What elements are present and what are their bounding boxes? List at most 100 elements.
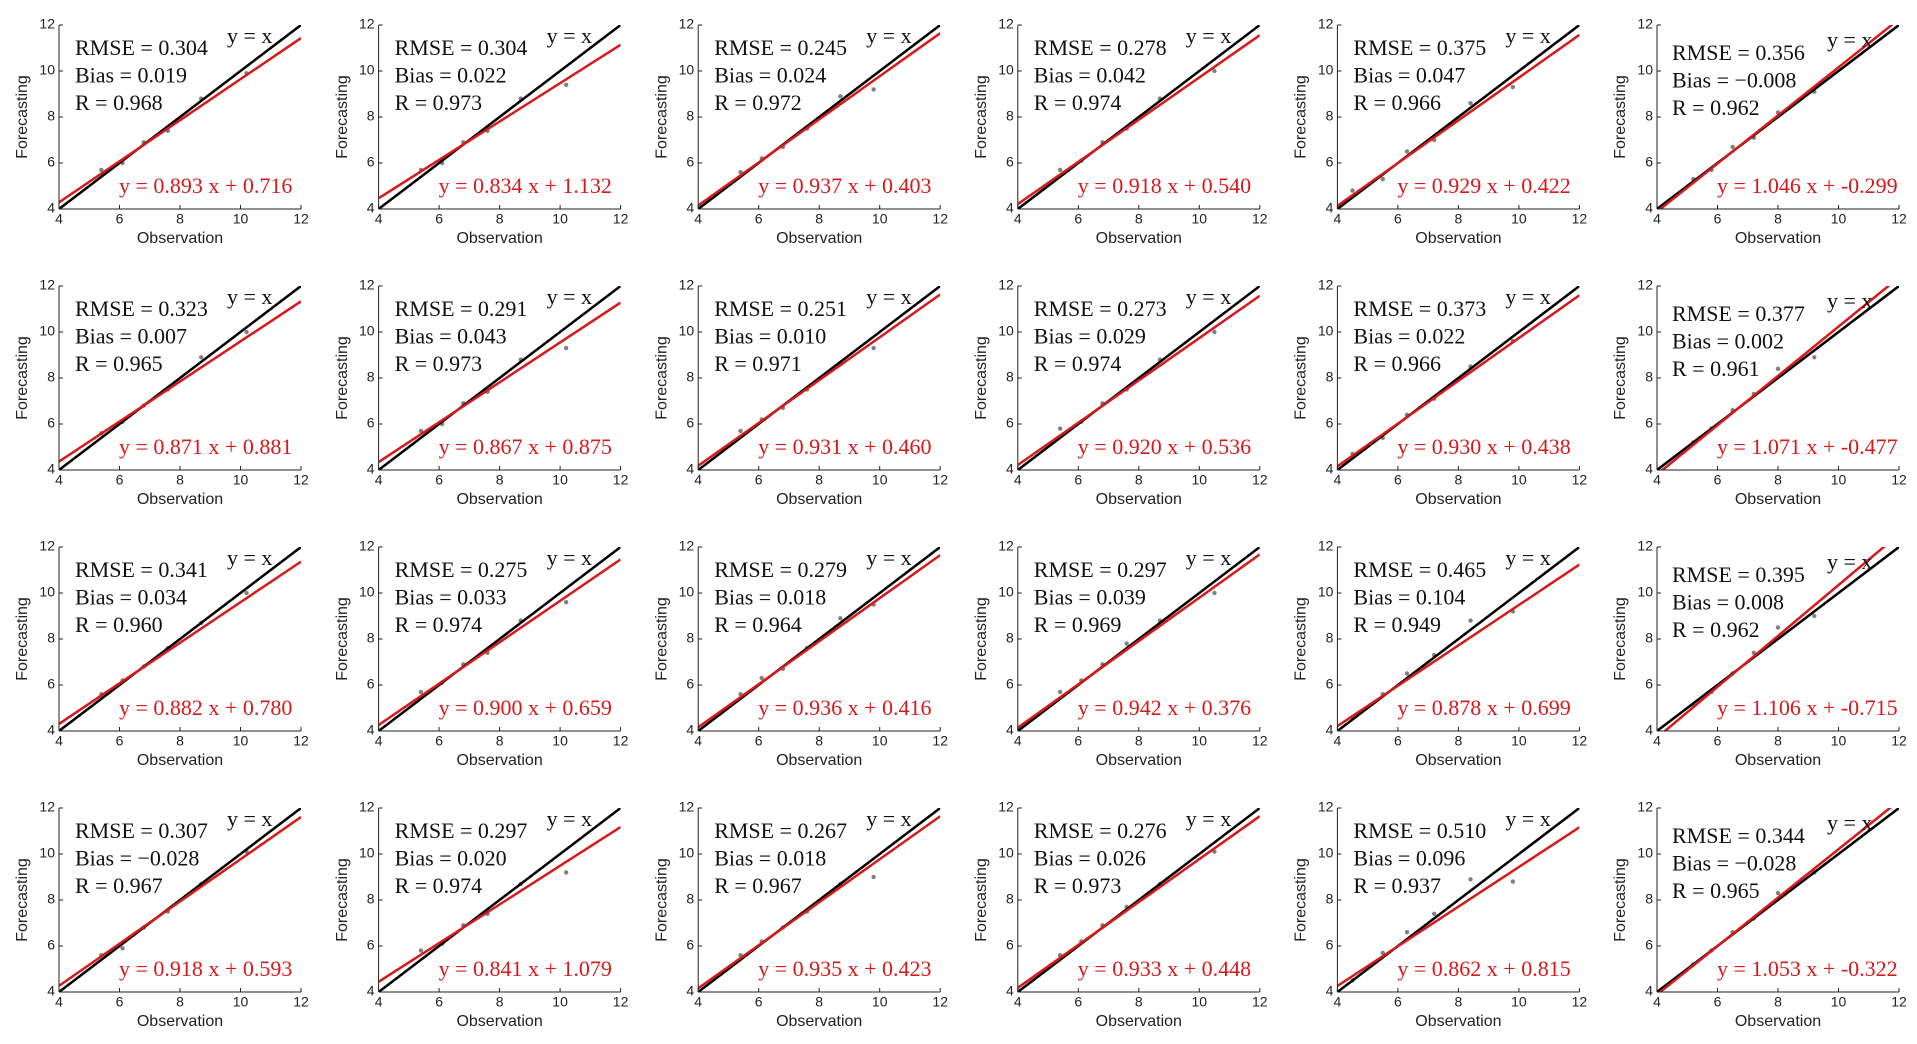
x-tick-label: 4 [55, 472, 63, 488]
fit-line [1660, 286, 1891, 470]
x-axis-label: Observation [1096, 491, 1182, 508]
x-axis-label: Observation [456, 752, 542, 769]
x-tick-label: 4 [1014, 472, 1022, 488]
x-tick-label: 8 [1135, 733, 1143, 749]
y-axis-label: Forecasting [1293, 597, 1310, 681]
scatter-point [838, 94, 843, 99]
y-tick-label: 10 [998, 323, 1014, 339]
identity-label: y = x [1186, 23, 1231, 48]
stat-annotation: Bias = 0.007 [75, 324, 187, 349]
y-tick-label: 10 [679, 62, 695, 78]
y-tick-label: 4 [1006, 722, 1014, 738]
y-tick-label: 8 [367, 369, 375, 385]
x-tick-label: 12 [1572, 733, 1588, 749]
scatter-point [1468, 101, 1473, 106]
y-tick-label: 6 [367, 415, 375, 431]
fit-line [1658, 808, 1892, 992]
stat-annotation: RMSE = 0.307 [75, 818, 208, 843]
x-tick-label: 6 [435, 211, 443, 227]
fit-label: y = 0.841 x + 1.079 [439, 956, 612, 981]
subplot: 4 6 8 10 12 4 6 8 10 12 Observation Forecasting RMSE… [14, 538, 309, 770]
stat-annotation: R = 0.966 [1353, 90, 1441, 115]
y-tick-label: 10 [359, 62, 375, 78]
stat-annotation: RMSE = 0.267 [714, 818, 847, 843]
x-tick-label: 8 [1135, 994, 1143, 1010]
plot-area [698, 286, 941, 470]
x-axis-label: Observation [776, 1013, 862, 1030]
y-tick-label: 4 [1326, 722, 1334, 738]
fit-label: y = 0.862 x + 0.815 [1397, 956, 1570, 981]
x-tick-label: 4 [375, 472, 383, 488]
scatter-point [99, 167, 104, 173]
x-axis-label: Observation [1096, 752, 1182, 769]
x-tick-label: 4 [1653, 472, 1661, 488]
x-tick-label: 4 [1653, 211, 1661, 227]
identity-line [378, 547, 621, 731]
stat-annotation: RMSE = 0.273 [1034, 296, 1167, 321]
stat-annotation: R = 0.968 [75, 90, 163, 115]
y-tick-label: 8 [1006, 891, 1014, 907]
x-tick-label: 4 [375, 733, 383, 749]
identity-label: y = x [1505, 284, 1550, 309]
y-tick-label: 8 [1645, 630, 1653, 646]
plot-area [1657, 286, 1899, 470]
x-tick-label: 4 [1014, 733, 1022, 749]
stat-annotation: RMSE = 0.341 [75, 557, 208, 582]
y-tick-label: 10 [998, 62, 1014, 78]
scatter-point [1812, 355, 1817, 360]
y-tick-label: 4 [47, 461, 55, 477]
y-tick-label: 4 [1006, 200, 1014, 216]
y-tick-label: 4 [367, 722, 375, 738]
x-tick-label: 8 [496, 472, 504, 488]
x-tick-label: 4 [1334, 733, 1342, 749]
y-tick-label: 12 [998, 538, 1014, 554]
stat-annotation: R = 0.971 [714, 351, 802, 376]
y-tick-label: 12 [1637, 799, 1653, 815]
subplot: 4 6 8 10 12 4 6 8 10 12 Observation Forecasting RMSE… [973, 799, 1268, 1031]
x-tick-label: 8 [496, 733, 504, 749]
stat-annotation: RMSE = 0.304 [395, 35, 528, 60]
stat-annotation: Bias = 0.034 [75, 585, 187, 610]
fit-label: y = 0.929 x + 0.422 [1397, 173, 1570, 198]
fit-line [1017, 294, 1260, 467]
y-tick-label: 10 [1318, 584, 1334, 600]
fit-line [59, 560, 301, 725]
plot-area [1657, 547, 1899, 731]
y-tick-label: 12 [39, 538, 55, 554]
x-axis-label: Observation [1415, 752, 1501, 769]
x-tick-label: 12 [1891, 211, 1907, 227]
x-tick-label: 12 [1572, 211, 1588, 227]
x-tick-label: 6 [755, 211, 763, 227]
fit-label: y = 0.867 x + 0.875 [439, 434, 612, 459]
x-tick-label: 8 [176, 733, 184, 749]
identity-label: y = x [227, 284, 272, 309]
fit-label: y = 0.933 x + 0.448 [1078, 956, 1251, 981]
y-tick-label: 8 [686, 369, 694, 385]
y-tick-label: 6 [1645, 415, 1653, 431]
stat-annotation: RMSE = 0.297 [1034, 557, 1167, 582]
x-tick-label: 4 [694, 472, 702, 488]
fit-label: y = 0.935 x + 0.423 [758, 956, 931, 981]
scatter-point [1432, 911, 1437, 916]
stat-annotation: RMSE = 0.291 [395, 296, 528, 321]
x-tick-label: 4 [375, 994, 383, 1010]
y-tick-label: 4 [686, 200, 694, 216]
stat-annotation: RMSE = 0.373 [1353, 296, 1486, 321]
stat-annotation: RMSE = 0.344 [1672, 823, 1805, 848]
stat-annotation: R = 0.974 [1034, 351, 1122, 376]
y-tick-label: 10 [679, 845, 695, 861]
x-tick-label: 8 [1774, 733, 1782, 749]
y-tick-label: 12 [998, 277, 1014, 293]
stat-annotation: R = 0.965 [75, 351, 163, 376]
stat-annotation: R = 0.973 [395, 351, 483, 376]
stat-annotation: Bias = −0.028 [75, 846, 199, 871]
x-tick-label: 6 [1074, 472, 1082, 488]
identity-line [378, 808, 621, 992]
x-tick-label: 12 [613, 733, 629, 749]
identity-line [1337, 808, 1580, 992]
stat-annotation: R = 0.966 [1353, 351, 1441, 376]
identity-line [1017, 25, 1260, 209]
fit-line [698, 815, 941, 990]
stat-annotation: RMSE = 0.465 [1353, 557, 1486, 582]
x-tick-label: 4 [1014, 994, 1022, 1010]
